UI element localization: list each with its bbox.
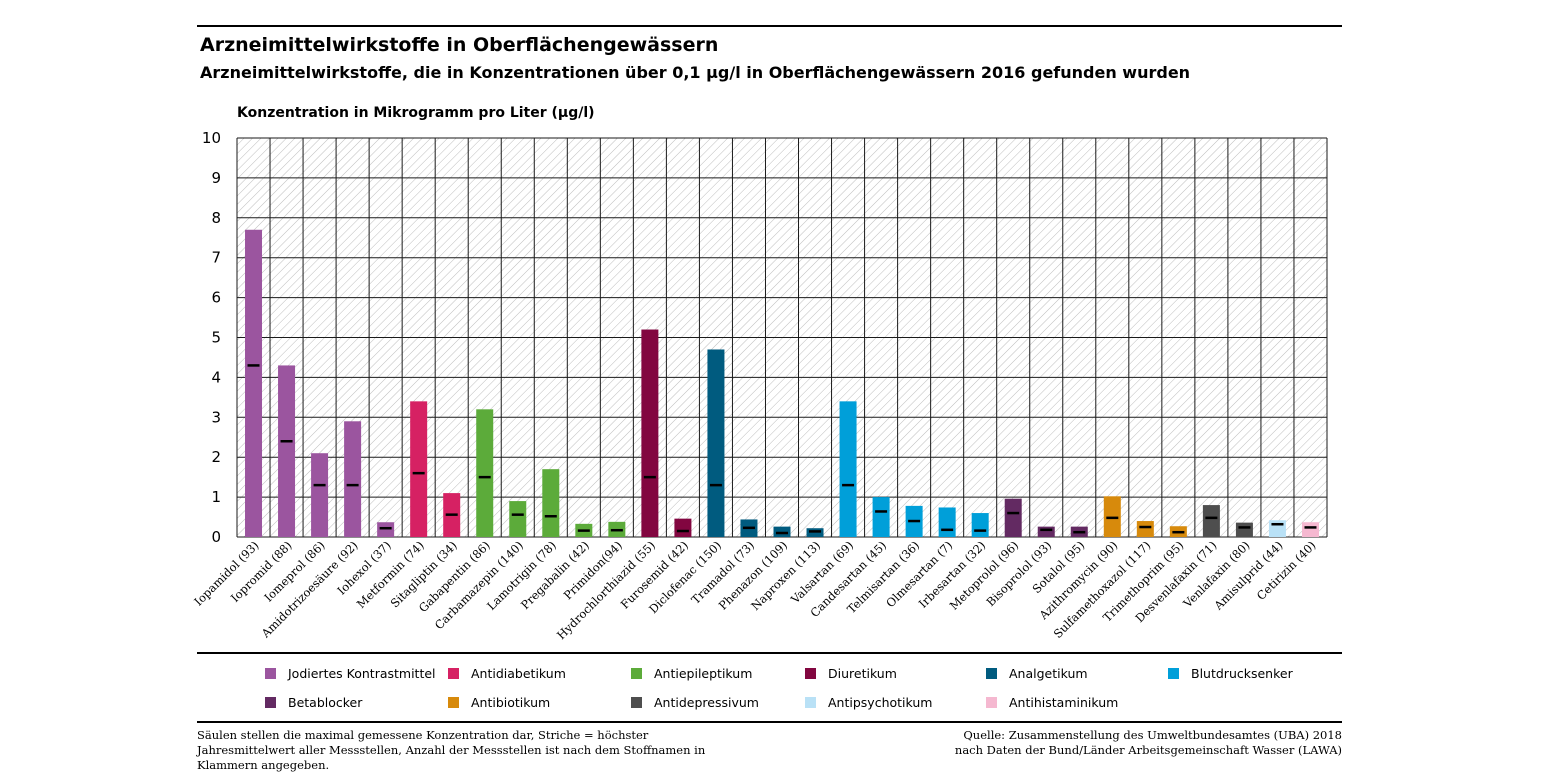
- y-tick-label: 3: [211, 408, 221, 426]
- legend-item: Antihistaminikum: [986, 695, 1118, 710]
- bar: [245, 229, 263, 537]
- legend-item: Jodiertes Kontrastmittel: [265, 666, 436, 681]
- bar-chart: 0 1 2 3 4 5 6 7 8 9 10 Iopamidol (93)Iopromid (88)…: [191, 129, 1328, 642]
- bar: [1268, 520, 1286, 537]
- y-axis-ticks: 0 1 2 3 4 5 6 7 8 9 10: [202, 129, 221, 546]
- y-tick-label: 10: [202, 129, 221, 147]
- legend-label: Antidiabetikum: [471, 666, 566, 681]
- y-tick-label: 4: [211, 368, 221, 386]
- legend-item: Antidepressivum: [631, 695, 759, 710]
- mean-markers: [247, 364, 1317, 535]
- bar: [872, 497, 890, 537]
- y-axis-label: Konzentration in Mikrogramm pro Liter (µ…: [237, 105, 595, 121]
- legend-item: Antidiabetikum: [448, 666, 566, 681]
- legend-swatch: [448, 668, 459, 679]
- y-tick-label: 5: [211, 329, 221, 347]
- y-tick-label: 0: [211, 528, 221, 546]
- bar: [707, 349, 725, 537]
- y-tick-label: 7: [211, 249, 221, 267]
- legend-item: Blutdrucksenker: [1168, 666, 1293, 681]
- bar: [1235, 522, 1253, 537]
- bar: [311, 453, 329, 537]
- legend-item: Diuretikum: [805, 666, 897, 681]
- legend-swatch: [1168, 668, 1179, 679]
- legend-item: Antibiotikum: [448, 695, 550, 710]
- legend-label: Blutdrucksenker: [1191, 666, 1293, 681]
- bar: [641, 329, 659, 537]
- legend-swatch: [805, 697, 816, 708]
- legend-item: Betablocker: [265, 695, 362, 710]
- bar: [278, 365, 296, 537]
- legend-label: Betablocker: [288, 695, 363, 710]
- legend-label: Diuretikum: [828, 666, 897, 681]
- legend-top-rule: [197, 652, 1342, 654]
- bar: [1037, 526, 1055, 537]
- legend-swatch: [986, 697, 997, 708]
- bar: [1004, 498, 1022, 537]
- legend-swatch: [265, 668, 276, 679]
- bar: [476, 409, 494, 537]
- legend-label: Antipsychotikum: [828, 695, 933, 710]
- legend-swatch: [265, 697, 276, 708]
- legend-item: Analgetikum: [986, 666, 1088, 681]
- bar: [410, 401, 428, 537]
- legend-label: Antiepileptikum: [654, 666, 753, 681]
- bar: [674, 518, 692, 537]
- grid-lines: [236, 137, 1328, 538]
- bar: [1136, 521, 1154, 537]
- legend-label: Antidepressivum: [654, 695, 759, 710]
- bar: [971, 513, 989, 537]
- x-tick-label: Cetirizin (40): [1254, 538, 1319, 603]
- legend-item: Antipsychotikum: [805, 695, 932, 710]
- bar: [344, 421, 362, 537]
- legend-item: Antiepileptikum: [631, 666, 752, 681]
- legend-label: Jodiertes Kontrastmittel: [288, 666, 436, 681]
- legend-label: Antihistaminikum: [1009, 695, 1119, 710]
- y-tick-label: 8: [211, 209, 221, 227]
- y-tick-label: 9: [211, 169, 221, 187]
- x-axis-tick-labels: Iopamidol (93)Iopromid (88)Iomeprol (86)…: [191, 538, 1318, 642]
- legend-label: Analgetikum: [1009, 666, 1088, 681]
- top-rule: [197, 25, 1342, 27]
- y-tick-label: 2: [211, 448, 221, 466]
- bar: [1301, 522, 1319, 537]
- bar: [509, 501, 527, 537]
- page-title: Arzneimittelwirkstoffe in Oberflächengew…: [200, 34, 719, 56]
- legend-swatch: [448, 697, 459, 708]
- legend-bottom-rule: [197, 721, 1342, 723]
- y-tick-label: 6: [211, 289, 221, 307]
- bar: [839, 401, 857, 537]
- bar: [1202, 505, 1220, 537]
- legend-swatch: [986, 668, 997, 679]
- bar: [377, 522, 395, 537]
- bar: [938, 507, 956, 537]
- legend-swatch: [631, 668, 642, 679]
- bar: [542, 469, 560, 537]
- source-note: Quelle: Zusammenstellung des Umweltbunde…: [932, 728, 1342, 758]
- legend-label: Antibiotikum: [471, 695, 551, 710]
- page-subtitle: Arzneimittelwirkstoffe, die in Konzentra…: [200, 63, 1191, 82]
- legend-swatch: [631, 697, 642, 708]
- legend-swatch: [805, 668, 816, 679]
- source-text: Quelle: Zusammenstellung des Umweltbunde…: [954, 728, 1342, 757]
- footnote: Säulen stellen die maximal gemessene Kon…: [197, 728, 706, 772]
- y-tick-label: 1: [211, 488, 221, 506]
